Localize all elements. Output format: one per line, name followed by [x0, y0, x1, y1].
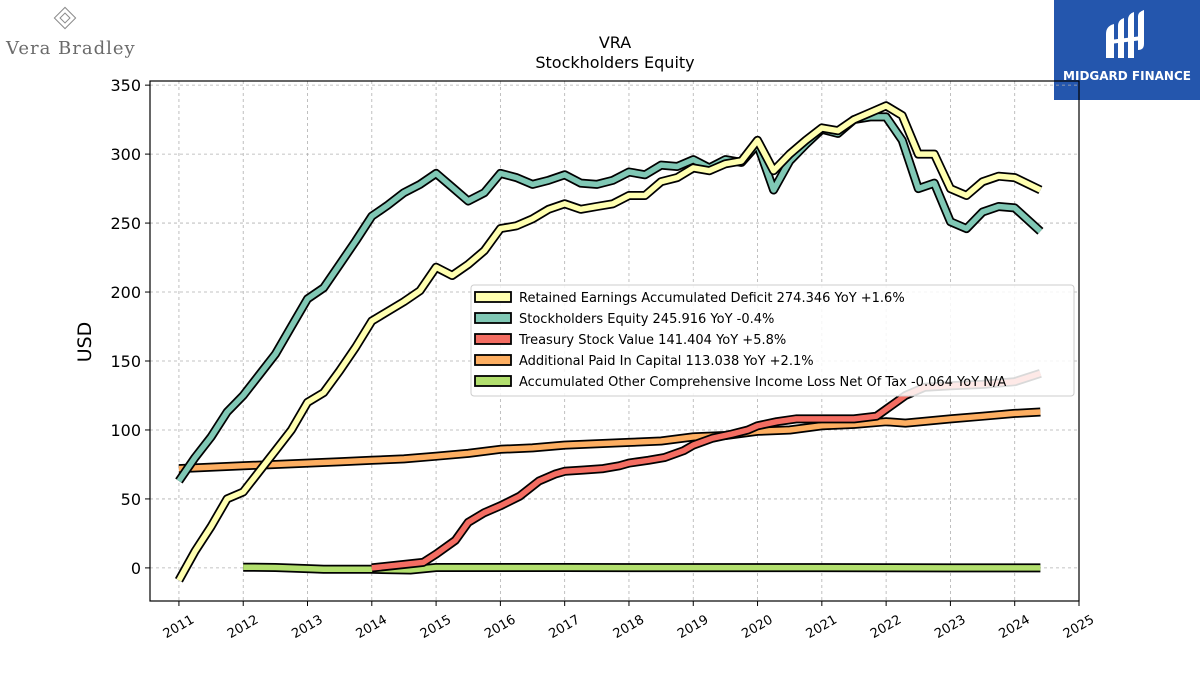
x-tick-label: 2018: [611, 612, 647, 642]
legend-swatch: [474, 333, 512, 345]
vera-bradley-logo: Vera Bradley: [4, 4, 135, 62]
y-tick-label: 100: [110, 421, 141, 440]
midgard-emblem-icon: [1106, 10, 1144, 58]
y-tick-label: 0: [131, 559, 141, 578]
x-tick-label: 2024: [997, 612, 1033, 642]
midgard-finance-wordmark: MIDGARD FINANCE: [1063, 69, 1191, 83]
y-tick-label: 150: [110, 352, 141, 371]
legend: Retained Earnings Accumulated Deficit 27…: [470, 284, 1075, 397]
series-layer: [174, 101, 1044, 583]
x-tick-label: 2016: [482, 612, 518, 642]
x-tick-label: 2017: [547, 612, 583, 642]
legend-entry: Stockholders Equity 245.916 YoY -0.4%: [519, 312, 774, 327]
legend-entry: Treasury Stock Value 141.404 YoY +5.8%: [518, 333, 786, 348]
vera-bradley-wordmark: Vera Bradley: [6, 38, 136, 59]
series-line-outline: [371, 369, 1042, 573]
series-line: [243, 564, 1041, 573]
legend-swatch: [474, 312, 512, 324]
x-tick-label: 2019: [675, 612, 711, 642]
y-axis-label: USD: [74, 322, 96, 363]
y-tick-label: 200: [110, 283, 141, 302]
x-tick-label: 2023: [932, 612, 968, 642]
legend-box: [470, 284, 1075, 397]
series-line: [371, 370, 1042, 571]
x-tick-label: 2012: [225, 612, 261, 642]
x-tick-label: 2020: [739, 612, 775, 642]
legend-entry: Additional Paid In Capital 113.038 YoY +…: [519, 354, 814, 369]
x-tick-label: 2011: [161, 612, 197, 642]
legend-entry: Accumulated Other Comprehensive Income L…: [519, 375, 1006, 390]
plot-frame: [149, 80, 1080, 602]
y-tick-label: 250: [110, 214, 141, 233]
x-tick-label: 2014: [354, 612, 390, 642]
midgard-finance-logo: MIDGARD FINANCE: [1054, 0, 1200, 100]
legend-entry: Retained Earnings Accumulated Deficit 27…: [519, 291, 905, 306]
y-tick-label: 50: [121, 490, 141, 509]
legend-swatch: [474, 375, 512, 387]
legend-swatch: [474, 291, 512, 303]
legend-swatch: [474, 354, 512, 366]
series-line: [176, 114, 1043, 483]
x-tick-label: 2025: [1061, 612, 1097, 642]
series-line: [176, 103, 1042, 582]
x-tick-label: 2013: [289, 612, 325, 642]
chart-title: VRA: [599, 33, 631, 52]
y-tick-label: 350: [110, 76, 141, 95]
x-tick-label: 2022: [868, 612, 904, 642]
x-tick-label: 2021: [804, 612, 840, 642]
y-tick-label: 300: [110, 145, 141, 164]
x-tick-label: 2015: [418, 612, 454, 642]
chart-subtitle: Stockholders Equity: [535, 53, 694, 72]
series-line: [178, 409, 1041, 472]
